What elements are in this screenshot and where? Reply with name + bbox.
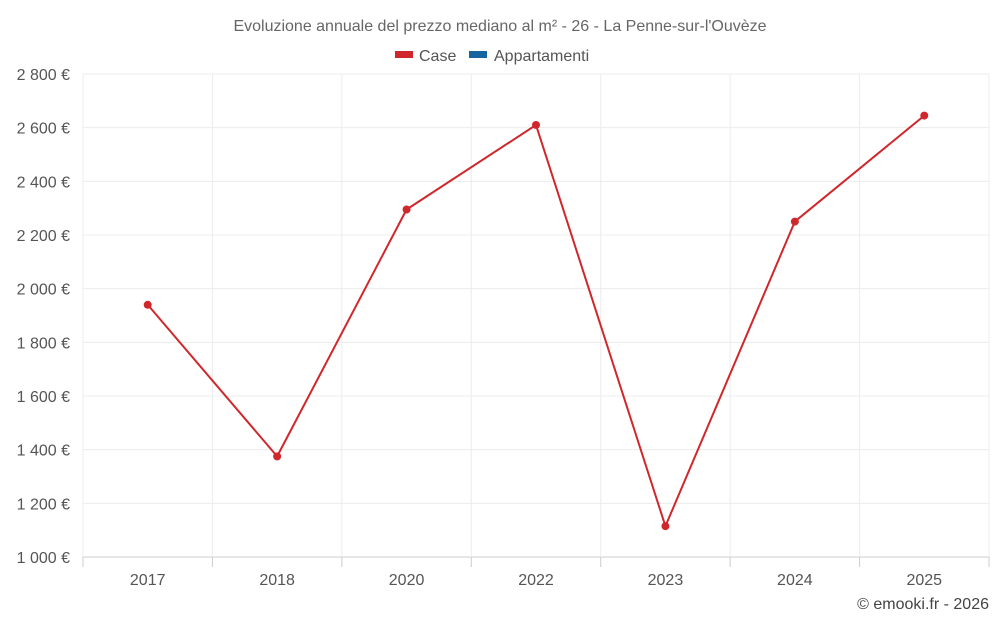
- y-tick-label: 1 800 €: [17, 335, 70, 352]
- series-layer: [143, 111, 929, 531]
- legend-swatch-case: [395, 51, 413, 58]
- y-axis: 1 000 € 1 200 € 1 400 € 1 600 € 1 800 € 2 000…: [17, 67, 70, 567]
- legend-label-appartamenti: Appartamenti: [494, 48, 589, 65]
- legend-swatch-appartamenti: [469, 51, 487, 58]
- legend-item-appartamenti[interactable]: Appartamenti: [469, 48, 589, 65]
- y-tick-label: 1 400 €: [17, 443, 70, 460]
- y-tick-label: 2 400 €: [17, 174, 70, 191]
- legend-item-case[interactable]: Case: [395, 48, 456, 65]
- legend-label-case: Case: [419, 48, 456, 65]
- data-point[interactable]: [402, 205, 411, 214]
- data-point[interactable]: [920, 111, 929, 120]
- grid: [82, 73, 990, 558]
- x-tick-label: 2025: [906, 572, 942, 589]
- x-tick-label: 2020: [389, 572, 425, 589]
- data-point[interactable]: [661, 522, 670, 531]
- x-tick-label: 2018: [259, 572, 295, 589]
- chart-title: Evoluzione annuale del prezzo mediano al…: [233, 18, 766, 35]
- x-axis: 2017 2018 2020 2022 2023 2024 2025: [82, 557, 990, 589]
- x-tick-label: 2023: [648, 572, 684, 589]
- y-tick-label: 2 200 €: [17, 228, 70, 245]
- y-tick-label: 1 000 €: [17, 550, 70, 567]
- y-tick-label: 1 600 €: [17, 389, 70, 406]
- x-tick-label: 2024: [777, 572, 813, 589]
- data-point[interactable]: [532, 120, 540, 129]
- data-point[interactable]: [143, 300, 152, 309]
- data-point[interactable]: [790, 217, 799, 226]
- y-tick-label: 1 200 €: [17, 496, 70, 513]
- data-point[interactable]: [273, 452, 282, 461]
- x-tick-label: 2022: [518, 572, 554, 589]
- series-line-case: [146, 114, 925, 528]
- y-tick-label: 2 600 €: [17, 121, 70, 138]
- y-tick-label: 2 000 €: [17, 282, 70, 299]
- legend: Case Appartamenti: [395, 48, 589, 65]
- x-tick-label: 2017: [130, 572, 166, 589]
- y-tick-label: 2 800 €: [17, 67, 70, 84]
- credit-text: © emooki.fr - 2026: [857, 596, 989, 613]
